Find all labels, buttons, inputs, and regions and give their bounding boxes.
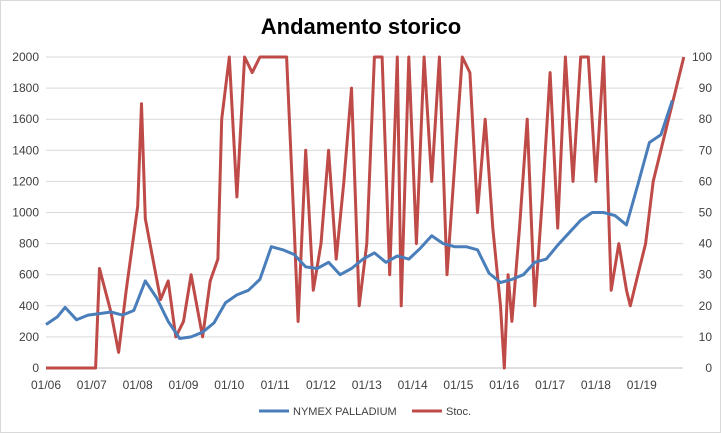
x-tick-label: 01/11: [261, 378, 290, 392]
left-axis-ticks: 0 200 400 600 800 1000 1200 1400 1600 1800 2000: [12, 50, 39, 375]
gridlines: [46, 56, 683, 338]
y-left-tick-label: 400: [19, 299, 39, 313]
x-tick-label: 01/18: [581, 378, 611, 392]
y-right-tick-label: 60: [699, 174, 713, 188]
y-left-tick-label: 1600: [12, 112, 39, 126]
y-left-tick-label: 1800: [12, 81, 39, 95]
y-left-tick-label: 800: [19, 237, 39, 251]
y-left-tick-label: 1200: [12, 174, 39, 188]
series-layer: [45, 55, 686, 370]
x-tick-label: 01/06: [31, 378, 61, 392]
legend-label-stoc: Stoc.: [446, 406, 471, 418]
x-tick-label: 01/09: [168, 378, 198, 392]
x-tick-label: 01/08: [123, 378, 153, 392]
x-tick-label: 01/16: [489, 378, 519, 392]
series-line-nymex-palladium: [45, 100, 674, 340]
y-right-tick-label: 80: [699, 112, 713, 126]
legend-label-nymex-palladium: NYMEX PALLADIUM: [293, 406, 397, 418]
y-right-tick-label: 10: [699, 330, 713, 344]
x-tick-label: 01/17: [535, 378, 565, 392]
y-left-tick-label: 2000: [12, 50, 39, 64]
y-right-tick-label: 70: [699, 143, 713, 157]
x-tick-label: 01/14: [398, 378, 428, 392]
y-left-tick-label: 200: [19, 330, 39, 344]
y-right-tick-label: 20: [699, 299, 713, 313]
y-left-tick-label: 1400: [12, 143, 39, 157]
x-tick-label: 01/15: [443, 378, 473, 392]
y-right-tick-label: 50: [699, 206, 713, 220]
y-right-tick-label: 30: [699, 268, 713, 282]
chart-title: Andamento storico: [261, 14, 461, 39]
y-left-tick-label: 0: [32, 361, 39, 375]
x-tick-label: 01/10: [214, 378, 244, 392]
y-left-tick-label: 1000: [12, 206, 39, 220]
x-axis-ticks: 01/06 01/07 01/08 01/09 01/10 01/11 01/12 01/13…: [31, 378, 657, 392]
series-line-stoc: [46, 55, 686, 370]
y-right-tick-label: 0: [705, 361, 712, 375]
y-left-tick-label: 600: [19, 268, 39, 282]
legend: NYMEX PALLADIUM Stoc.: [259, 406, 471, 418]
y-right-tick-label: 90: [699, 81, 713, 95]
x-tick-label: 01/19: [627, 378, 657, 392]
x-tick-label: 01/07: [77, 378, 107, 392]
x-tick-label: 01/13: [352, 378, 382, 392]
y-right-tick-label: 100: [692, 50, 712, 64]
right-axis-ticks: 0 10 20 30 40 50 60 70 80 90 100: [692, 50, 712, 375]
x-tick-label: 01/12: [306, 378, 336, 392]
y-right-tick-label: 40: [699, 237, 713, 251]
